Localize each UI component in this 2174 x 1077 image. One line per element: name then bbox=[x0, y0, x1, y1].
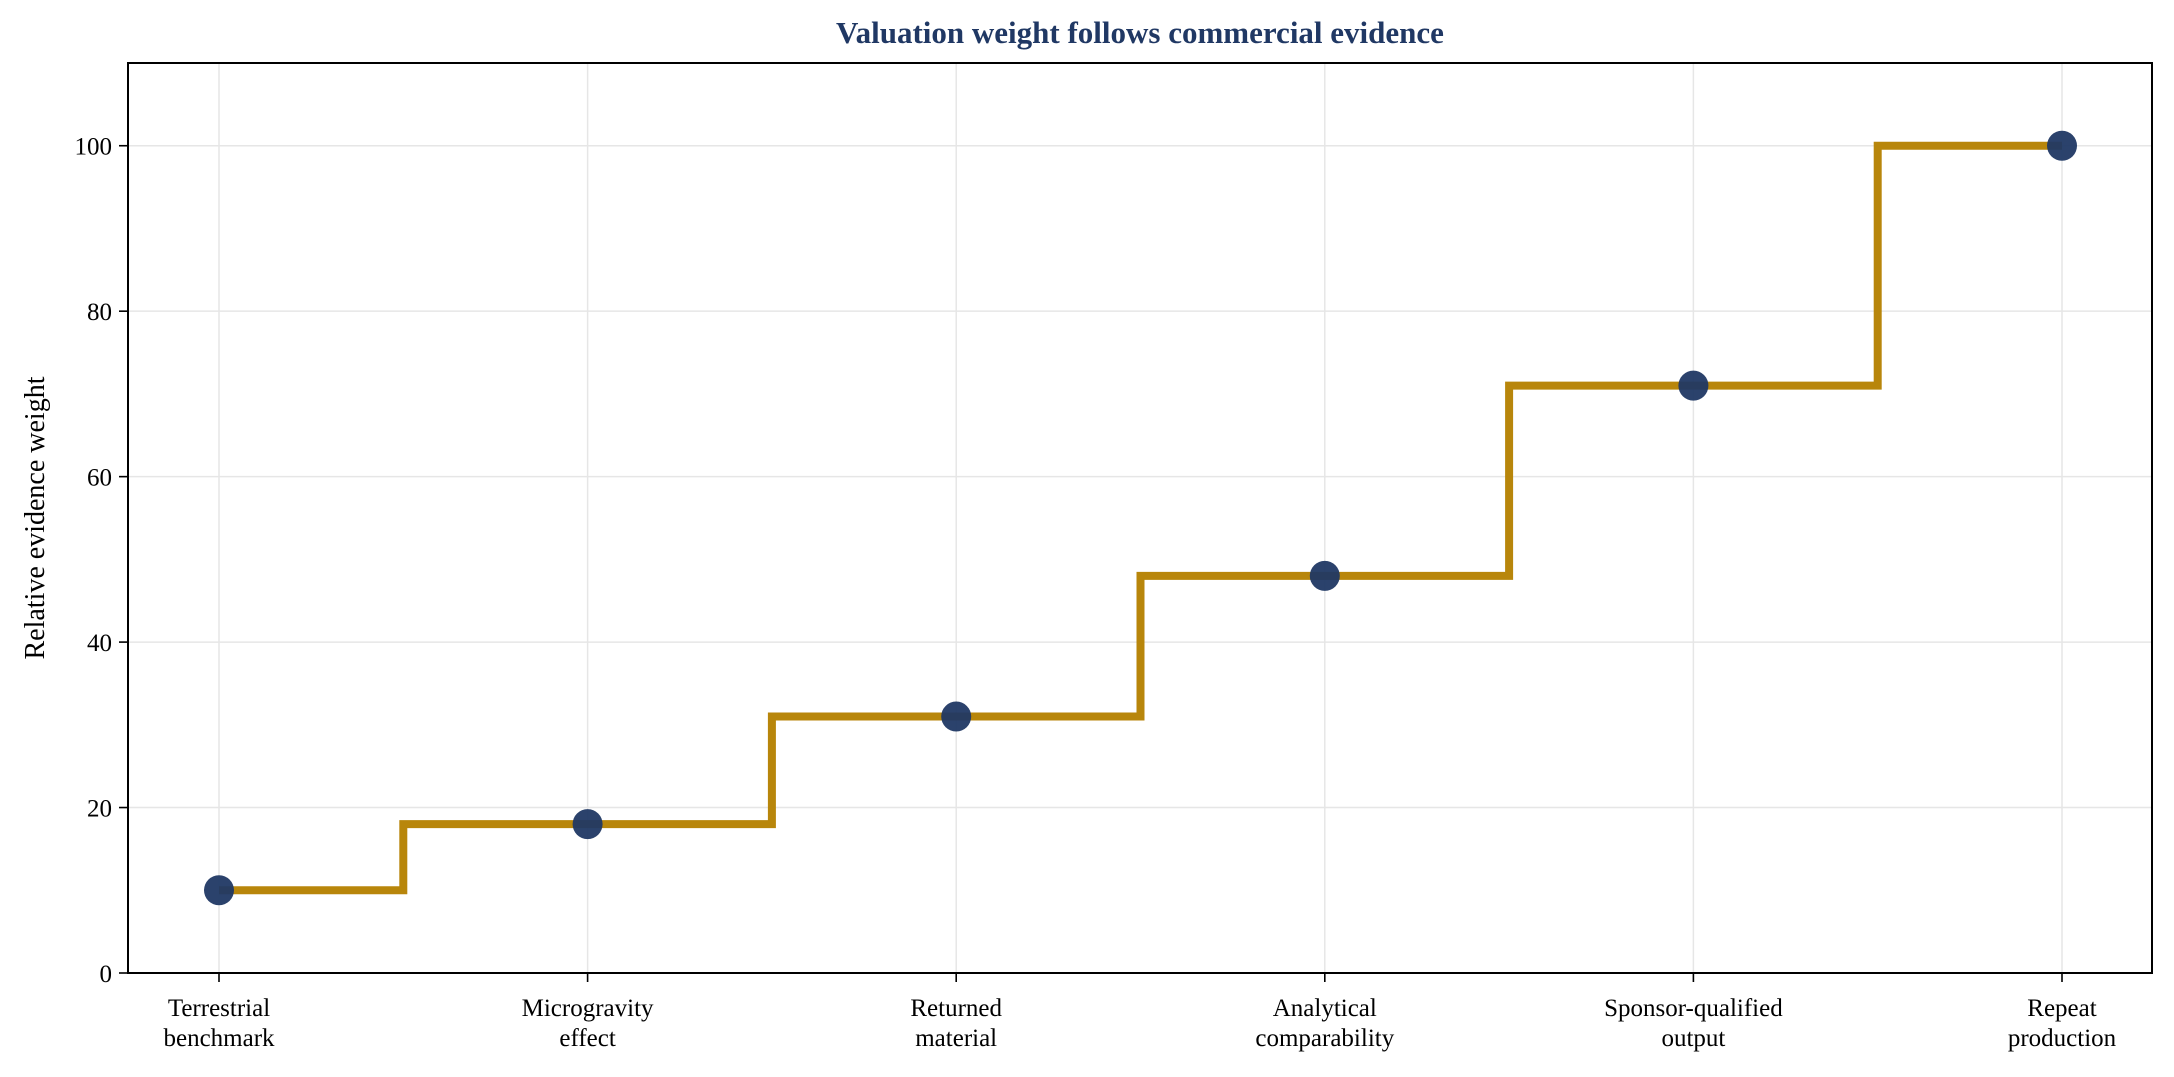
y-tick-label: 0 bbox=[100, 961, 113, 988]
x-tick-label-line: Returned bbox=[910, 995, 1002, 1022]
y-tick-label: 80 bbox=[87, 299, 112, 326]
x-tick-label: Microgravity effect bbox=[522, 995, 654, 1052]
x-tick-label-line: Repeat bbox=[2027, 995, 2096, 1022]
chart-title: Valuation weight follows commercial evid… bbox=[836, 15, 1444, 50]
x-tick-label-line: comparability bbox=[1255, 1025, 1394, 1052]
x-tick-label-line: Sponsor-qualified bbox=[1604, 995, 1783, 1022]
series-step-line bbox=[219, 141, 2062, 895]
grid-layer bbox=[128, 63, 2152, 974]
x-tick-label: Analytical comparability bbox=[1255, 995, 1394, 1052]
tick-label-layer: 0 20 40 60 80 100 Terrestrial benchmark Microgra… bbox=[75, 134, 2117, 1052]
x-tick-label: Returned material bbox=[910, 995, 1002, 1052]
y-tick-label: 20 bbox=[87, 796, 112, 823]
data-point-marker bbox=[572, 809, 603, 840]
x-tick-label-line: production bbox=[2008, 1025, 2117, 1052]
data-point-marker bbox=[1309, 560, 1340, 591]
data-point-marker bbox=[1678, 370, 1709, 401]
x-tick-label-line: benchmark bbox=[163, 1025, 275, 1052]
x-tick-label-line: effect bbox=[559, 1025, 615, 1052]
x-tick-label-line: Microgravity bbox=[522, 995, 654, 1022]
plot-frame bbox=[127, 62, 2153, 974]
x-tick-label: Terrestrial benchmark bbox=[163, 995, 275, 1052]
x-tick-label: Sponsor-qualified output bbox=[1604, 995, 1783, 1052]
x-tick-label-line: Terrestrial bbox=[168, 995, 270, 1022]
data-point-marker bbox=[2047, 130, 2077, 161]
y-tick-label: 40 bbox=[87, 630, 112, 657]
series-layer bbox=[204, 130, 2077, 906]
y-axis-label: Relative evidence weight bbox=[20, 376, 51, 659]
y-tick-label: 60 bbox=[87, 465, 112, 492]
x-tick-label-line: material bbox=[915, 1025, 997, 1052]
data-point-marker bbox=[204, 875, 234, 906]
x-tick-label-line: output bbox=[1661, 1025, 1725, 1052]
x-tick-label-line: Analytical bbox=[1273, 995, 1377, 1022]
y-tick-label: 100 bbox=[75, 134, 113, 161]
axes-layer bbox=[119, 62, 2153, 982]
x-tick-label: Repeat production bbox=[2008, 995, 2117, 1052]
data-point-marker bbox=[941, 701, 972, 732]
